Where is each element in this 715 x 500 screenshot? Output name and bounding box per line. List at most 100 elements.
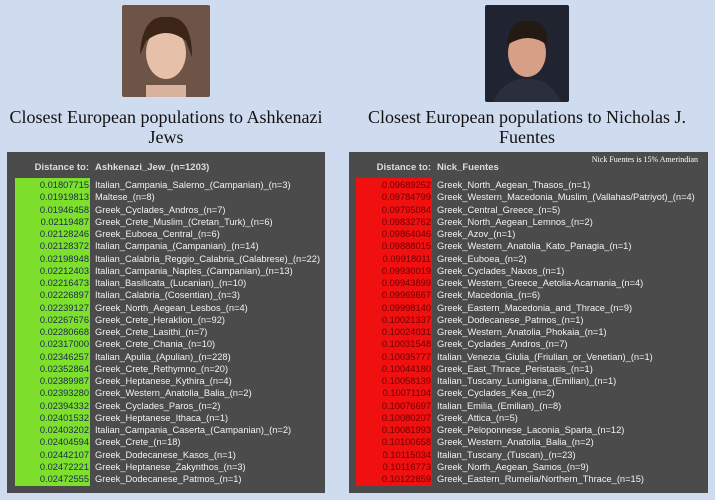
- header-label: Distance to:: [34, 162, 89, 173]
- population-name: Greek_Eastern_Macedonia_and_Thrace_(n=9): [437, 302, 633, 313]
- population-name: Greek_Euboea_Central_(n=6): [95, 229, 220, 239]
- distance-value: 0.02239127: [39, 302, 89, 313]
- population-name: Greek_Cyclades_Kea_(n=2): [437, 388, 555, 399]
- population-name: Italian_Campania_(Campanian)_(n=14): [95, 241, 259, 252]
- population-name: Greek_Central_Greece_(n=5): [437, 204, 561, 215]
- distance-value: 0.09969667: [381, 290, 431, 301]
- table-row: 0.10044180 Greek_East_Thrace_Peristasis_(…: [349, 363, 708, 375]
- population-name: Greek_Western_Anatolia_Balia_(n=2): [437, 437, 594, 448]
- population-name: Greek_East_Thrace_Peristasis_(n=1): [437, 363, 593, 374]
- population-name: Maltese_(n=8): [95, 192, 155, 203]
- table-row: 0.10031548 Greek_Cyclades_Andros_(n=7): [349, 338, 708, 350]
- population-name: Greek_Azov_(n=1): [437, 229, 516, 239]
- table-row: 0.02403202 Italian_Campania_Caserta_(Camp…: [7, 424, 325, 436]
- table-row: 0.09864046 Greek_Azov_(n=1): [349, 228, 708, 240]
- distance-value: 0.02472555: [39, 474, 89, 484]
- table-row: 0.02394332 Greek_Cyclades_Paros_(n=2): [7, 400, 325, 412]
- distance-value: 0.10058139: [381, 376, 431, 386]
- population-name: Greek_North_Aegean_Lesbos_(n=4): [95, 302, 248, 313]
- table-row: 0.02389987 Greek_Heptanese_Kythira_(n=4): [7, 375, 325, 387]
- table-row: 0.10081993 Greek_Peloponnese_Laconia_Spar…: [349, 424, 708, 436]
- header-target: Nick_Fuentes: [437, 162, 499, 173]
- distance-value: 0.02216473: [39, 278, 89, 288]
- distance-value: 0.10122859: [381, 474, 431, 484]
- population-name: Italian_Emilia_(Emilian)_(n=8): [437, 400, 562, 411]
- table-row: 0.01919813 Maltese_(n=8): [7, 191, 325, 203]
- table-row: 0.09969667 Greek_Macedonia_(n=6): [349, 289, 708, 301]
- table-row: 0.09832762 Greek_North_Aegean_Lemnos_(n=2…: [349, 216, 708, 228]
- population-name: Italian_Campania_Caserta_(Campanian)_(n=…: [95, 425, 292, 435]
- distance-value: 0.10116773: [382, 461, 431, 472]
- distance-value: 0.10031548: [381, 339, 431, 350]
- table-row: 0.10071104 Greek_Cyclades_Kea_(n=2): [349, 387, 708, 399]
- distance-value: 0.02442107: [39, 449, 89, 460]
- distance-value: 0.09918011: [382, 253, 431, 264]
- distance-value: 0.02472221: [39, 461, 89, 472]
- table-row: 0.10021337 Greek_Dodecanese_Patmos_(n=1): [349, 314, 708, 326]
- header-target: Ashkenazi_Jew_(n=1203): [95, 162, 210, 173]
- table-row: 0.02401532 Greek_Heptanese_Ithaca_(n=1): [7, 412, 325, 424]
- distance-value: 0.10021337: [381, 314, 431, 325]
- population-name: Greek_Cyclades_Naxos_(n=1): [437, 265, 565, 276]
- population-name: Italian_Campania_Naples_(Campanian)_(n=1…: [95, 265, 293, 276]
- distance-value: 0.02119487: [40, 216, 89, 227]
- distance-table: Distance to: Nick_Fuentes Nick Fuentes is …: [349, 152, 708, 493]
- table-row: 0.02216473 Italian_Basilicata_(Lucanian)_…: [7, 277, 325, 289]
- population-name: Greek_Dodecanese_Kasos_(n=1): [95, 449, 236, 460]
- population-name: Greek_Western_Greece_Aetolia-Acarnania_(…: [437, 278, 644, 288]
- distance-value: 0.10076697: [381, 400, 431, 411]
- title: Closest European populations to Nicholas…: [368, 107, 686, 147]
- table-row: 0.02119487 Greek_Crete_Muslim_(Cretan_Tur…: [7, 216, 325, 228]
- table-row: 0.10115034 Italian_Tuscany_(Tuscan)_(n=23…: [349, 449, 708, 461]
- distance-value: 0.02394332: [39, 400, 89, 411]
- population-name: Greek_Crete_Muslim_(Cretan_Turk)_(n=6): [95, 216, 273, 227]
- distance-value: 0.01946458: [39, 204, 89, 215]
- distance-value: 0.09795084: [381, 204, 431, 215]
- table-row: 0.02472555 Greek_Dodecanese_Patmos_(n=1): [7, 473, 325, 485]
- table-row: 0.02472221 Greek_Heptanese_Zakynthos_(n=3…: [7, 461, 325, 473]
- table-row: 0.02128372 Italian_Campania_(Campanian)_(…: [7, 240, 325, 252]
- table-row: 0.10116773 Greek_North_Aegean_Samos_(n=9): [349, 461, 708, 473]
- distance-value: 0.10035777: [381, 351, 431, 362]
- distance-value: 0.09689252: [381, 180, 431, 190]
- population-name: Greek_Cyclades_Andros_(n=7): [437, 339, 568, 350]
- population-name: Italian_Calabria_(Cosentian)_(n=3): [95, 290, 240, 301]
- distance-value: 0.10080207: [381, 412, 431, 423]
- distance-value: 0.09832762: [381, 216, 431, 227]
- distance-table: Distance to: Ashkenazi_Jew_(n=1203) 0.0180…: [7, 152, 325, 493]
- population-name: Greek_Heptanese_Kythira_(n=4): [95, 376, 232, 386]
- table-row: 0.10035777 Italian_Venezia_Giulia_(Friuli…: [349, 351, 708, 363]
- table-row: 0.02226897 Italian_Calabria_(Cosentian)_(…: [7, 289, 325, 301]
- distance-value: 0.01919813: [39, 192, 89, 203]
- distance-value: 0.01807715: [39, 180, 89, 190]
- distance-value: 0.02352864: [39, 363, 89, 374]
- population-name: Greek_Peloponnese_Laconia_Sparta_(n=12): [437, 425, 625, 435]
- distance-value: 0.10044180: [381, 363, 431, 374]
- distance-value: 0.02404594: [39, 437, 89, 448]
- table-row: 0.09795084 Greek_Central_Greece_(n=5): [349, 204, 708, 216]
- population-name: Greek_Crete_Rethymno_(n=20): [95, 363, 229, 374]
- table-row: 0.10058139 Italian_Tuscany_Lunigiana_(Emi…: [349, 375, 708, 387]
- portrait-photo: [485, 5, 569, 102]
- population-name: Italian_Basilicata_(Lucanian)_(n=10): [95, 278, 247, 288]
- population-name: Greek_Western_Anatolia_Phokaia_(n=1): [437, 327, 607, 337]
- distance-value: 0.09864046: [381, 229, 431, 239]
- distance-value: 0.10024031: [381, 327, 431, 337]
- table-row: 0.09689252 Greek_North_Aegean_Thasos_(n=1…: [349, 179, 708, 191]
- distance-value: 0.02128372: [39, 241, 89, 252]
- distance-value: 0.09943899: [381, 278, 431, 288]
- table-row: 0.02404594 Greek_Crete_(n=18): [7, 436, 325, 448]
- population-name: Greek_Cyclades_Andros_(n=7): [95, 204, 226, 215]
- distance-value: 0.09998140: [381, 302, 431, 313]
- population-name: Italian_Tuscany_Lunigiana_(Emilian)_(n=1…: [437, 376, 617, 386]
- population-name: Greek_North_Aegean_Samos_(n=9): [437, 461, 589, 472]
- note: Nick Fuentes is 15% Amerindian: [591, 155, 698, 164]
- distance-value: 0.02346257: [39, 351, 89, 362]
- table-row: 0.01946458 Greek_Cyclades_Andros_(n=7): [7, 204, 325, 216]
- population-name: Greek_Crete_(n=18): [95, 437, 181, 448]
- table-row: 0.10024031 Greek_Western_Anatolia_Phokaia…: [349, 326, 708, 338]
- population-name: Greek_Heptanese_Ithaca_(n=1): [95, 412, 229, 423]
- table-row: 0.02317000 Greek_Crete_Chania_(n=10): [7, 338, 325, 350]
- table-row: 0.02198948 Italian_Calabria_Reggio_Calabr…: [7, 253, 325, 265]
